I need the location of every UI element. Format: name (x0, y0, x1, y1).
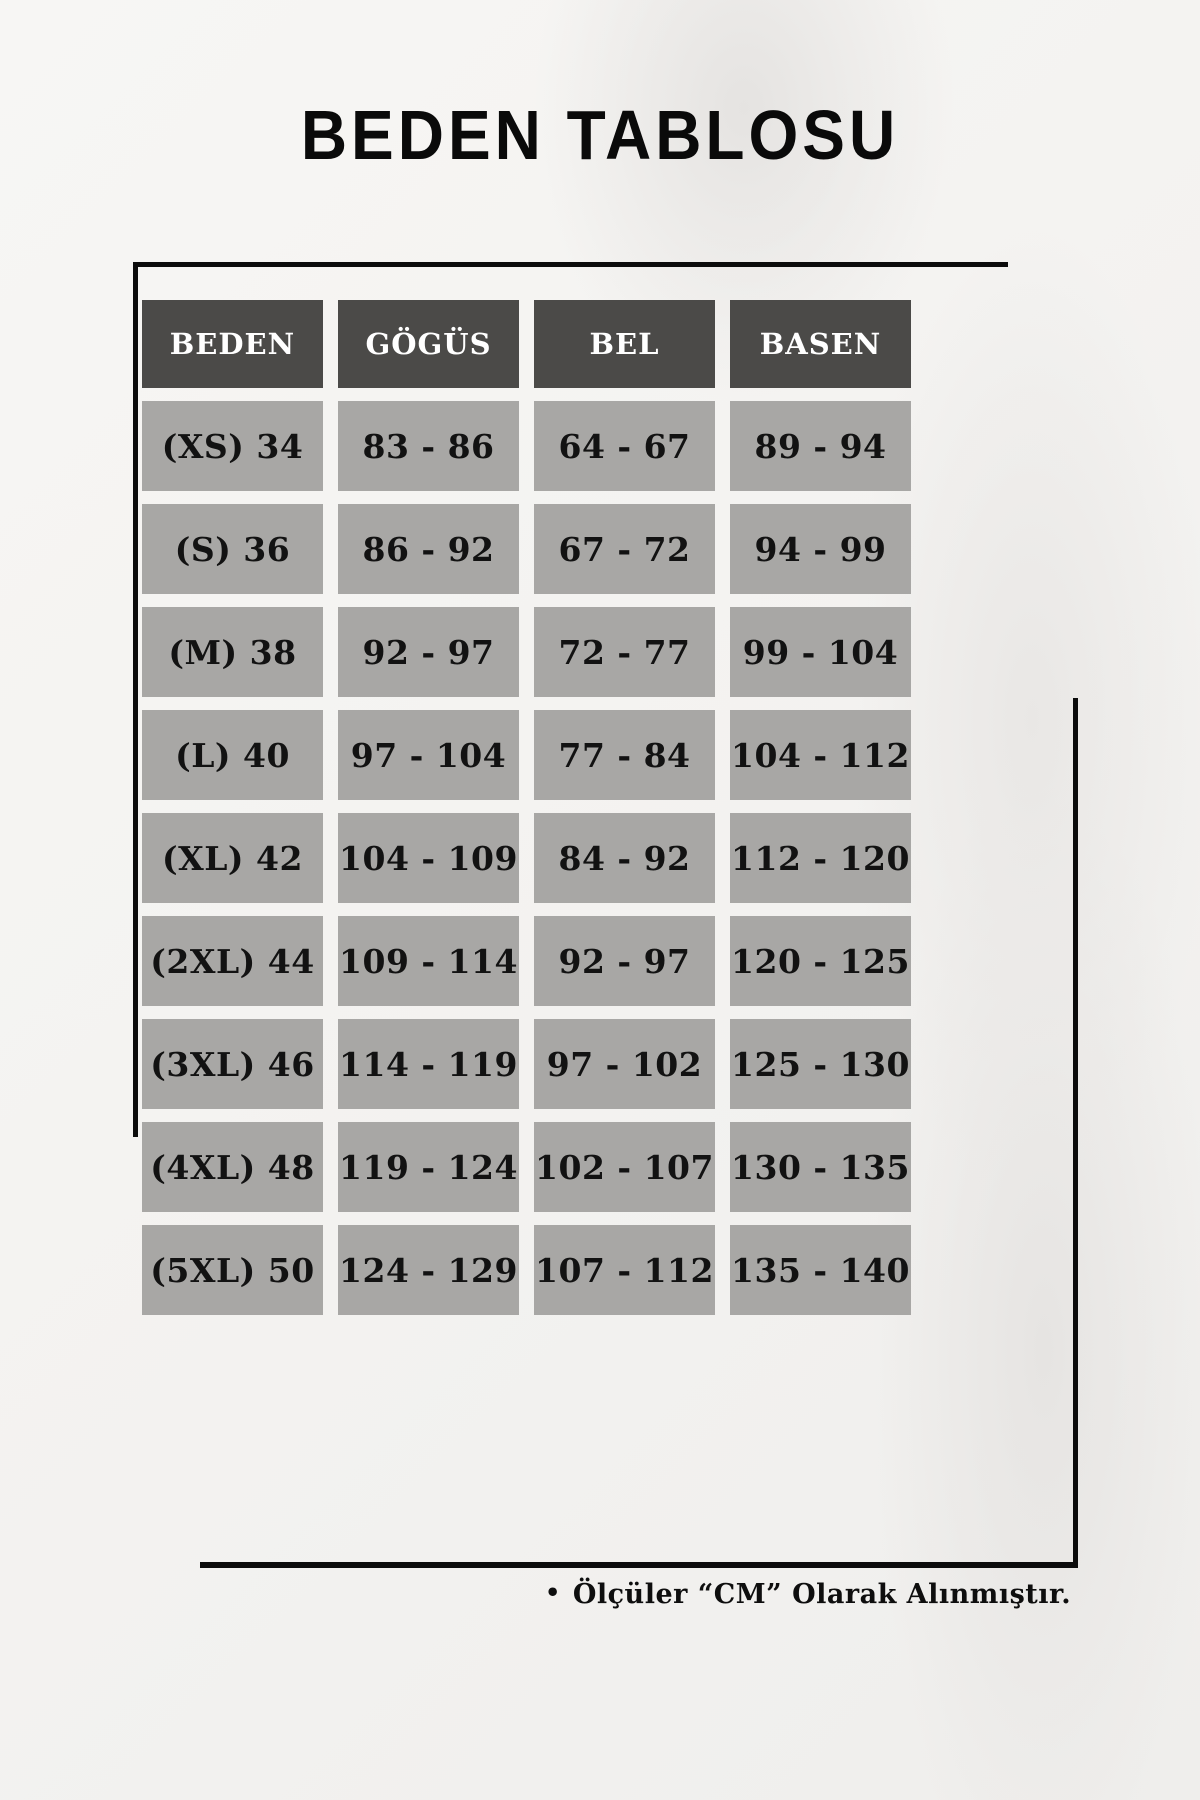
chest-cell: 119 - 124 (338, 1122, 519, 1212)
hip-cell: 112 - 120 (730, 813, 911, 903)
size-cell: (XS) 34 (142, 401, 323, 491)
size-cell: (M) 38 (142, 607, 323, 697)
size-cell: (S) 36 (142, 504, 323, 594)
size-cell: (XL) 42 (142, 813, 323, 903)
hip-cell: 99 - 104 (730, 607, 911, 697)
size-cell: (5XL) 50 (142, 1225, 323, 1315)
table-row: (XL) 42 104 - 109 84 - 92 112 - 120 (142, 813, 911, 903)
hip-cell: 89 - 94 (730, 401, 911, 491)
footer-note-text: Ölçüler “CM” Olarak Alınmıştır. (572, 1579, 1072, 1610)
table-row: (M) 38 92 - 97 72 - 77 99 - 104 (142, 607, 911, 697)
waist-cell: 77 - 84 (534, 710, 715, 800)
chest-cell: 83 - 86 (338, 401, 519, 491)
size-table-header-row: BEDEN GÖGÜS BEL BASEN (142, 300, 911, 388)
table-row: (4XL) 48 119 - 124 102 - 107 130 - 135 (142, 1122, 911, 1212)
waist-cell: 64 - 67 (534, 401, 715, 491)
hip-cell: 135 - 140 (730, 1225, 911, 1315)
header-cell-chest: GÖGÜS (338, 300, 519, 388)
header-cell-waist: BEL (534, 300, 715, 388)
table-row: (XS) 34 83 - 86 64 - 67 89 - 94 (142, 401, 911, 491)
footer-note: • Ölçüler “CM” Olarak Alınmıştır. (545, 1578, 1071, 1610)
header-cell-hip: BASEN (730, 300, 911, 388)
table-row: (L) 40 97 - 104 77 - 84 104 - 112 (142, 710, 911, 800)
chest-cell: 109 - 114 (338, 916, 519, 1006)
size-table-body: (XS) 34 83 - 86 64 - 67 89 - 94 (S) 36 8… (142, 401, 911, 1315)
chest-cell: 97 - 104 (338, 710, 519, 800)
size-cell: (3XL) 46 (142, 1019, 323, 1109)
chest-cell: 92 - 97 (338, 607, 519, 697)
decorative-line-right (1073, 698, 1078, 1568)
decorative-line-left (133, 262, 138, 1137)
waist-cell: 67 - 72 (534, 504, 715, 594)
table-row: (S) 36 86 - 92 67 - 72 94 - 99 (142, 504, 911, 594)
table-row: (5XL) 50 124 - 129 107 - 112 135 - 140 (142, 1225, 911, 1315)
hip-cell: 120 - 125 (730, 916, 911, 1006)
hip-cell: 130 - 135 (730, 1122, 911, 1212)
hip-cell: 94 - 99 (730, 504, 911, 594)
waist-cell: 72 - 77 (534, 607, 715, 697)
bullet-icon: • (545, 1578, 561, 1607)
size-cell: (L) 40 (142, 710, 323, 800)
size-cell: (4XL) 48 (142, 1122, 323, 1212)
waist-cell: 84 - 92 (534, 813, 715, 903)
waist-cell: 102 - 107 (534, 1122, 715, 1212)
waist-cell: 107 - 112 (534, 1225, 715, 1315)
waist-cell: 92 - 97 (534, 916, 715, 1006)
chest-cell: 124 - 129 (338, 1225, 519, 1315)
table-row: (2XL) 44 109 - 114 92 - 97 120 - 125 (142, 916, 911, 1006)
decorative-line-top (133, 262, 1008, 267)
chest-cell: 114 - 119 (338, 1019, 519, 1109)
waist-cell: 97 - 102 (534, 1019, 715, 1109)
decorative-line-bottom (200, 1562, 1078, 1568)
hip-cell: 125 - 130 (730, 1019, 911, 1109)
hip-cell: 104 - 112 (730, 710, 911, 800)
table-row: (3XL) 46 114 - 119 97 - 102 125 - 130 (142, 1019, 911, 1109)
page-title: BEDEN TABLOSU (300, 96, 900, 174)
header-cell-size: BEDEN (142, 300, 323, 388)
size-cell: (2XL) 44 (142, 916, 323, 1006)
chest-cell: 86 - 92 (338, 504, 519, 594)
size-table: BEDEN GÖGÜS BEL BASEN (XS) 34 83 - 86 64… (142, 300, 911, 1315)
chest-cell: 104 - 109 (338, 813, 519, 903)
